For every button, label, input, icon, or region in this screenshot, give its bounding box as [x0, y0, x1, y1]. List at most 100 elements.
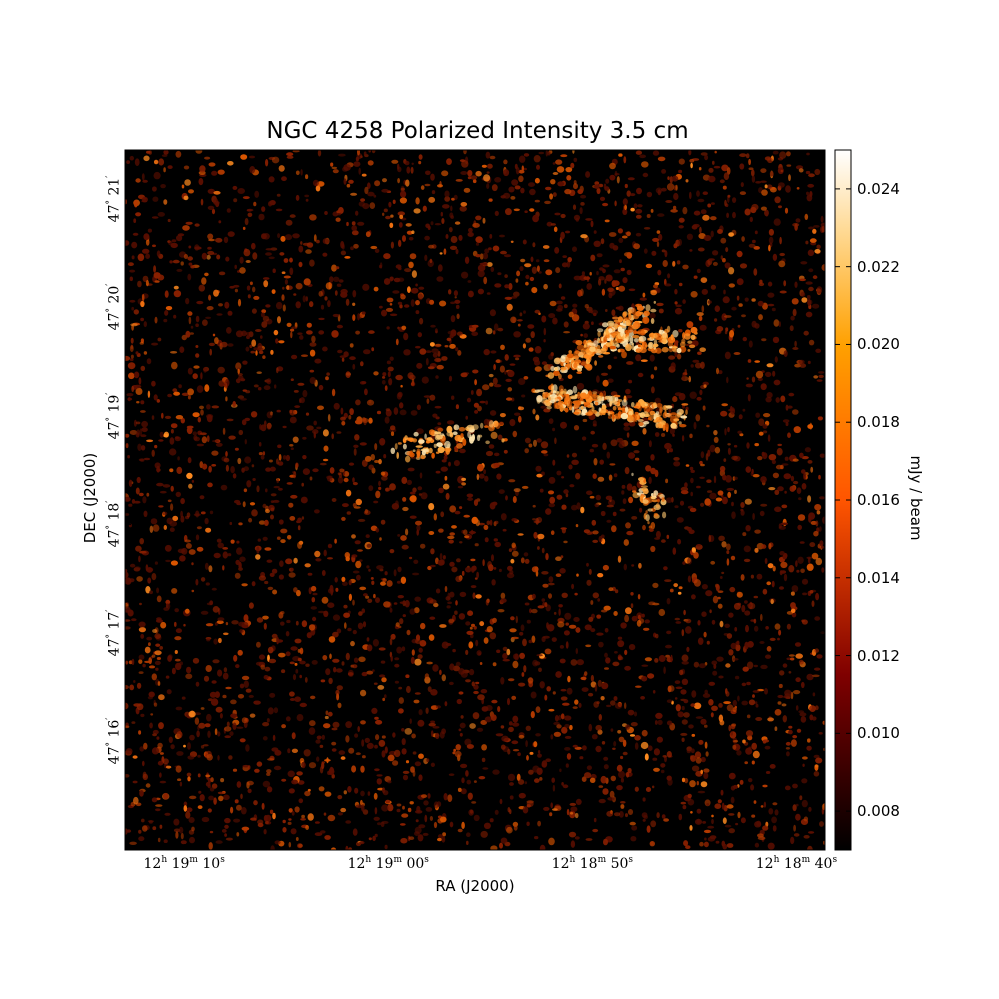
emission-blob — [341, 516, 346, 521]
emission-blob — [617, 228, 624, 234]
emission-blob — [175, 706, 183, 711]
emission-blob — [728, 828, 735, 834]
emission-blob — [605, 178, 610, 184]
emission-blob — [449, 681, 454, 686]
emission-blob — [809, 542, 816, 548]
emission-blob — [300, 818, 306, 821]
emission-blob — [635, 150, 643, 155]
emission-blob — [600, 510, 606, 517]
emission-blob — [588, 310, 594, 314]
emission-blob — [488, 444, 495, 449]
emission-blob — [192, 657, 200, 664]
emission-blob — [335, 668, 343, 673]
emission-blob — [438, 487, 444, 494]
emission-blob — [694, 362, 702, 369]
emission-blob — [760, 664, 768, 670]
emission-blob — [136, 576, 143, 582]
emission-blob — [361, 311, 366, 315]
emission-blob — [176, 235, 183, 242]
emission-blob — [552, 317, 558, 325]
emission-blob — [488, 373, 494, 378]
emission-blob — [456, 698, 462, 705]
emission-blob — [253, 800, 258, 806]
emission-blob — [578, 702, 582, 708]
emission-blob — [729, 586, 736, 593]
emission-blob — [696, 312, 704, 317]
emission-blob — [654, 432, 660, 437]
emission-blob — [644, 753, 649, 761]
emission-blob — [670, 654, 673, 663]
emission-blob — [637, 305, 644, 311]
emission-blob — [158, 505, 164, 508]
emission-blob — [389, 483, 396, 491]
emission-blob — [278, 519, 284, 525]
emission-blob — [368, 464, 375, 470]
emission-blob — [366, 742, 374, 750]
emission-blob — [620, 412, 629, 420]
emission-blob — [560, 296, 566, 300]
emission-blob — [594, 349, 602, 353]
emission-blob — [715, 497, 723, 502]
emission-blob — [276, 193, 281, 197]
emission-blob — [753, 618, 757, 624]
emission-blob — [282, 827, 287, 833]
emission-blob — [691, 594, 696, 600]
emission-blob — [808, 286, 814, 292]
emission-blob — [599, 392, 603, 398]
emission-blob — [794, 223, 798, 231]
emission-blob — [174, 608, 179, 613]
emission-blob — [471, 565, 477, 571]
emission-blob — [630, 592, 634, 596]
emission-blob — [598, 798, 606, 804]
emission-blob — [598, 278, 602, 286]
emission-blob — [397, 566, 402, 573]
emission-blob — [242, 360, 248, 365]
emission-blob — [586, 562, 589, 567]
emission-blob — [730, 796, 735, 804]
emission-blob — [332, 658, 340, 663]
emission-blob — [760, 476, 767, 483]
emission-blob — [558, 604, 563, 608]
emission-blob — [195, 534, 200, 541]
emission-blob — [473, 814, 480, 822]
emission-blob — [736, 278, 744, 286]
emission-blob — [697, 620, 701, 626]
emission-blob — [425, 170, 431, 176]
emission-blob — [644, 657, 653, 662]
emission-blob — [630, 836, 637, 842]
emission-blob — [295, 462, 299, 468]
emission-blob — [410, 656, 415, 665]
emission-blob — [207, 188, 215, 194]
emission-blob — [146, 358, 152, 365]
emission-blob — [378, 486, 382, 490]
emission-blob — [512, 660, 519, 669]
emission-blob — [449, 334, 454, 339]
emission-blob — [741, 682, 747, 687]
emission-blob — [819, 496, 825, 500]
emission-blob — [681, 403, 689, 406]
emission-blob — [661, 814, 666, 819]
emission-blob — [493, 452, 500, 457]
emission-blob — [389, 638, 393, 646]
emission-blob — [765, 626, 769, 630]
emission-blob — [790, 739, 797, 747]
emission-blob — [247, 765, 251, 770]
emission-blob — [639, 297, 647, 301]
emission-blob — [489, 382, 494, 387]
emission-blob — [567, 389, 573, 396]
emission-blob — [324, 296, 328, 301]
emission-blob — [188, 245, 192, 249]
emission-blob — [208, 465, 212, 473]
emission-blob — [181, 392, 190, 396]
emission-blob — [748, 699, 756, 706]
emission-blob — [424, 433, 427, 440]
emission-blob — [588, 343, 596, 347]
emission-blob — [207, 233, 214, 240]
emission-blob — [271, 568, 278, 574]
emission-blob — [301, 354, 308, 358]
emission-blob — [454, 510, 461, 515]
emission-blob — [186, 772, 192, 777]
emission-blob — [283, 275, 291, 279]
emission-blob — [308, 624, 316, 631]
emission-blob — [571, 583, 575, 590]
